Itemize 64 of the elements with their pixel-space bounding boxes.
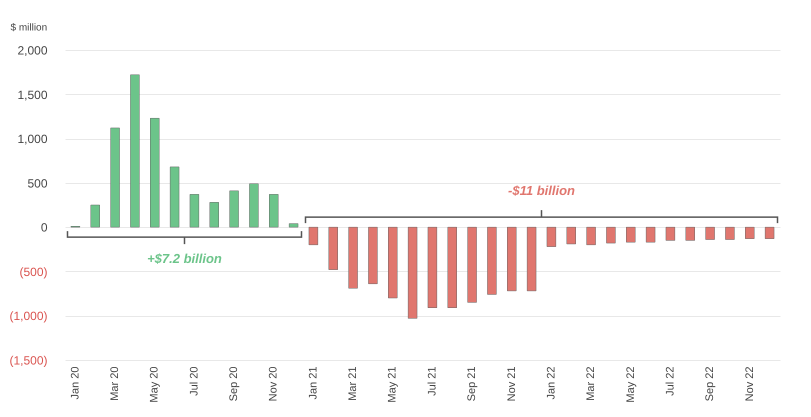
y-tick-label: 500 (27, 176, 48, 190)
bar (606, 226, 616, 244)
annotation: -$11 billion (508, 183, 576, 198)
bar (229, 190, 239, 228)
bar (249, 183, 259, 228)
bar (467, 226, 477, 303)
bar (368, 226, 378, 284)
x-tick-label: Mar 22 (585, 366, 598, 401)
bar (269, 194, 278, 228)
bar (150, 118, 160, 228)
bar (288, 223, 298, 228)
bar (546, 226, 556, 247)
x-tick-label: May 22 (624, 366, 637, 403)
x-tick-label: Jan 22 (545, 366, 558, 400)
x-tick-label: May 20 (148, 366, 161, 403)
y-tick-label: 1,500 (17, 88, 48, 102)
x-tick-label: Nov 20 (268, 366, 280, 402)
x-tick-label: Mar 20 (109, 366, 122, 401)
bar (448, 226, 457, 308)
bar (725, 226, 735, 240)
y-tick-label: (500) (19, 264, 48, 279)
bar (190, 194, 200, 228)
bar (526, 226, 536, 292)
y-tick-label: 1,000 (17, 132, 48, 146)
x-tick-label: Nov 22 (744, 366, 756, 402)
y-tick-label: (1,000) (9, 309, 48, 324)
bar (666, 226, 676, 241)
bar (110, 128, 120, 228)
x-tick-label: Sep 22 (704, 366, 716, 402)
x-tick-label: Jan 21 (307, 366, 320, 400)
bar (428, 226, 438, 308)
bar (626, 226, 636, 242)
bar (308, 226, 318, 246)
x-tick-label: Jul 20 (188, 366, 200, 396)
x-tick-label: Jul 21 (426, 366, 438, 396)
x-tick-label: Sep 20 (228, 366, 240, 402)
x-tick-label: May 21 (386, 366, 399, 403)
x-tick-label: Nov 21 (506, 366, 518, 402)
y-tick-label: 0 (40, 220, 48, 235)
x-tick-label: Sep 21 (466, 366, 478, 402)
bar (328, 226, 338, 270)
bar (586, 226, 596, 246)
bar (90, 204, 100, 228)
bar (646, 226, 656, 242)
bar (130, 74, 140, 228)
bar (170, 166, 180, 228)
bar (507, 226, 516, 292)
bar (487, 226, 497, 295)
bar (686, 226, 695, 241)
bar (566, 226, 576, 244)
bar (348, 226, 358, 289)
y-axis-title: $ million (10, 22, 48, 34)
annotation: +$7.2 billion (147, 251, 222, 266)
y-tick-label: 2,000 (17, 44, 48, 58)
x-tick-label: Jan 20 (69, 366, 82, 400)
bar (764, 226, 774, 239)
bar (705, 226, 715, 240)
bar (745, 226, 754, 239)
x-tick-label: Jul 22 (664, 366, 676, 396)
y-tick-label: (1,500) (9, 354, 48, 368)
x-tick-label: Mar 21 (347, 366, 360, 401)
bar (210, 202, 219, 228)
bar (388, 226, 398, 298)
bar (408, 226, 418, 319)
